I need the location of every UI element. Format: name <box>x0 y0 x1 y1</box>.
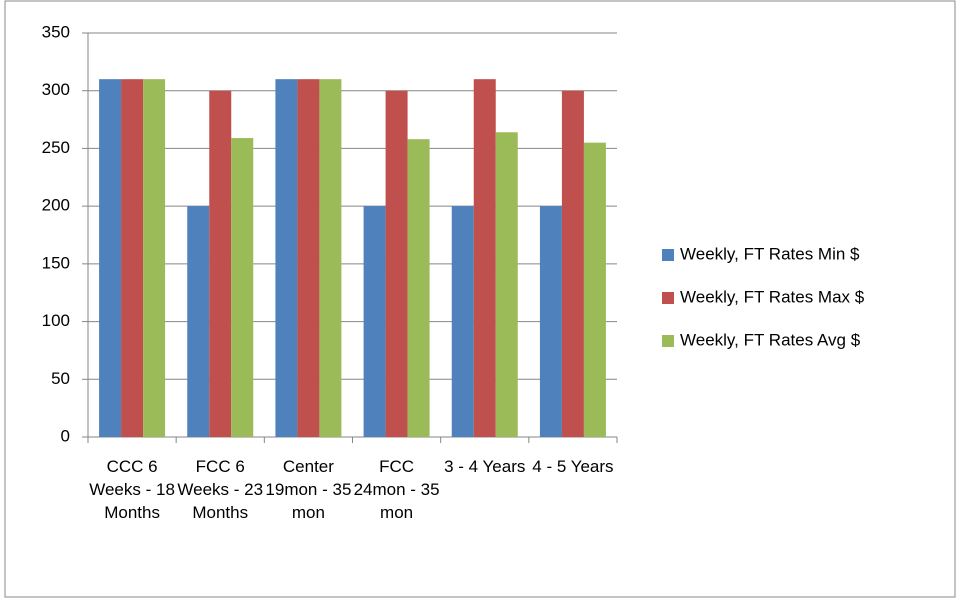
x-tick-label: Center 19mon - 35 mon <box>265 457 352 522</box>
legend-swatch <box>662 292 674 304</box>
bar <box>451 206 474 437</box>
bar <box>209 90 232 437</box>
y-tick-label: 250 <box>42 138 70 157</box>
y-tick-label: 100 <box>42 311 70 330</box>
bar <box>99 79 122 438</box>
bar <box>583 142 606 437</box>
y-tick-label: 300 <box>42 80 70 99</box>
bar <box>319 79 342 438</box>
legend-label: Weekly, FT Rates Max $ <box>680 287 865 306</box>
chart-border <box>4 0 956 598</box>
x-tick-label: FCC 24mon - 35 mon <box>353 457 440 522</box>
bar <box>363 206 386 437</box>
bar <box>385 90 408 437</box>
x-tick-label: 4 - 5 Years <box>532 457 614 476</box>
bar <box>473 79 496 438</box>
bar <box>275 79 298 438</box>
bar <box>407 139 430 438</box>
y-tick-label: 150 <box>42 253 70 272</box>
bar <box>495 132 518 438</box>
bar <box>297 79 320 438</box>
legend-label: Weekly, FT Rates Min $ <box>680 244 860 263</box>
y-tick-label: 200 <box>42 196 70 215</box>
x-tick-label: FCC 6 Weeks - 23 Months <box>177 457 264 522</box>
bar <box>143 79 166 438</box>
y-tick-label: 0 <box>61 426 70 445</box>
bar <box>231 138 254 438</box>
y-tick-label: 50 <box>51 369 70 388</box>
y-tick-label: 350 <box>42 22 70 41</box>
bar <box>539 206 562 437</box>
bar <box>121 79 144 438</box>
bar <box>187 206 210 437</box>
bar <box>561 90 584 437</box>
x-tick-label: 3 - 4 Years <box>444 457 526 476</box>
legend-swatch <box>662 249 674 261</box>
legend-label: Weekly, FT Rates Avg $ <box>680 330 861 349</box>
legend-swatch <box>662 335 674 347</box>
x-tick-label: CCC 6 Weeks - 18 Months <box>89 457 175 522</box>
